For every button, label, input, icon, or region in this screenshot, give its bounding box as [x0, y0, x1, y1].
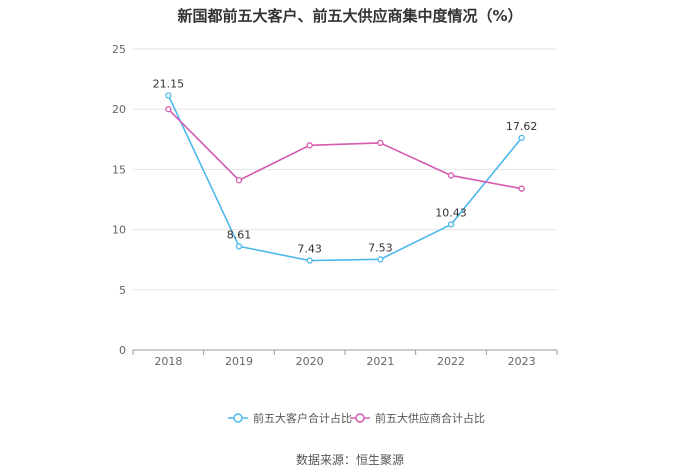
data-point-s2-2020 — [306, 142, 313, 149]
series-line-2 — [167, 108, 522, 190]
data-point-s2-2021 — [377, 139, 384, 147]
x-tick-label-2019: 2019 — [225, 355, 253, 368]
y-tick-label-20: 20 — [112, 103, 126, 116]
data-label-2022: 10.43 — [435, 206, 467, 219]
data-source: 数据来源：恒生聚源 — [295, 453, 404, 467]
data-point-s1-2021 — [377, 256, 384, 263]
data-point-s2-2018 — [165, 106, 172, 113]
x-tick-label-2022: 2022 — [437, 355, 465, 368]
legend-label-2: 前五大供应商合计占比 — [375, 411, 485, 425]
y-tick-label-0: 0 — [119, 344, 126, 357]
x-tick-label-2023: 2023 — [508, 355, 536, 368]
data-point-s2-2023 — [518, 185, 525, 192]
data-point-s1-2022 — [447, 221, 455, 228]
legend-marker-1 — [233, 413, 243, 423]
data-point-s1-2018 — [165, 92, 172, 99]
legend-label-1: 前五大客户合计占比 — [253, 411, 352, 425]
data-label-2023: 17.62 — [506, 120, 538, 133]
data-label-2019: 8.61 — [227, 228, 252, 241]
y-tick-label-15: 15 — [112, 163, 126, 176]
x-tick-label-2021: 2021 — [366, 355, 394, 368]
y-tick-label-25: 25 — [112, 43, 126, 56]
chart-title: 新国都前五大客户、前五大供应商集中度情况（%） — [177, 7, 523, 25]
x-tick-label-2018: 2018 — [154, 355, 182, 368]
y-tick-label-10: 10 — [112, 224, 126, 237]
series-line-1 — [167, 95, 523, 262]
data-point-s1-2023 — [518, 134, 525, 142]
data-label-2020: 7.43 — [297, 243, 322, 256]
data-label-2018: 21.15 — [153, 77, 185, 90]
data-label-2021: 7.53 — [368, 241, 393, 254]
data-point-s2-2022 — [447, 172, 455, 179]
legend-marker-2 — [355, 413, 365, 423]
data-point-s2-2019 — [235, 177, 243, 184]
x-tick-label-2020: 2020 — [296, 355, 324, 368]
data-point-s1-2019 — [235, 243, 243, 250]
data-point-s1-2020 — [306, 257, 313, 264]
y-tick-label-5: 5 — [119, 284, 126, 297]
